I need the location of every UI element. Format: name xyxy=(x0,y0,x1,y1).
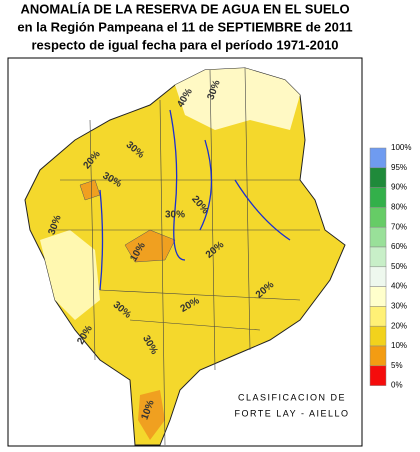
pale-area xyxy=(40,230,100,320)
map: 40% 30%30%20%30%30%20%10%30%20%30% 20%20% 3… xyxy=(24,67,346,446)
river xyxy=(99,109,291,291)
legend-swatch xyxy=(369,246,387,268)
legend-label: 20% xyxy=(391,321,407,330)
legend-swatch xyxy=(369,286,387,307)
legend-label: 40% xyxy=(391,282,407,291)
legend-swatch xyxy=(369,147,387,169)
legend-label: 30% xyxy=(391,302,407,311)
province-border xyxy=(50,67,320,446)
pale-area xyxy=(175,68,300,130)
title-line: ANOMALÍA DE LA RESERVA DE AGUA EN EL SUE… xyxy=(20,1,349,16)
title-line: respecto de igual fecha para el período … xyxy=(31,37,338,52)
title-line: en la Región Pampeana el 11 de SEPTIEMBR… xyxy=(17,19,352,34)
legend-label: 70% xyxy=(391,222,407,231)
legend-swatch xyxy=(369,207,387,228)
legend-label: 10% xyxy=(391,341,407,350)
legend-label: 90% xyxy=(391,183,407,192)
legend-label: 50% xyxy=(391,262,407,271)
legend-swatch xyxy=(369,345,387,367)
legend-label: 95% xyxy=(391,163,407,172)
legend-swatch xyxy=(369,266,387,287)
credit-line: FORTE LAY - AIELLO xyxy=(234,408,349,418)
legend-swatch xyxy=(369,167,387,188)
orange-area xyxy=(138,390,165,440)
credit-line: CLASIFICACION DE xyxy=(238,392,346,402)
legend-swatch xyxy=(369,226,387,248)
legend-swatch xyxy=(369,325,387,347)
legend-label: 100% xyxy=(391,143,411,152)
legend-swatch xyxy=(369,365,387,386)
legend-label: 80% xyxy=(391,203,407,212)
legend-swatch xyxy=(369,187,387,208)
legend: 100% 95% 90% 80% 70% 60% 50% 40% 30% 20% 10% 5% 0% xyxy=(369,143,411,390)
legend-swatch xyxy=(369,306,387,327)
legend-label: 5% xyxy=(391,361,403,370)
legend-label: 0% xyxy=(391,381,403,390)
legend-label: 60% xyxy=(391,242,407,251)
contour-label: 30% xyxy=(165,210,185,221)
